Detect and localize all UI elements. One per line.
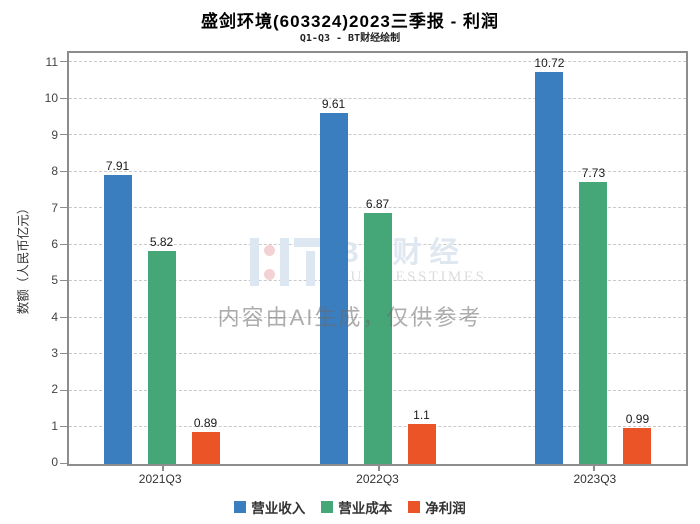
- x-axis-labels: 2021Q3 2022Q3 2023Q3: [67, 472, 688, 488]
- plot-area: BT财经 BUSINESSTIMES 7.91 5.82 0.89 9.61 6.87 1…: [60, 51, 688, 471]
- legend: 营业收入 营业成本 净利润: [0, 497, 700, 517]
- bar-value-label: 1.1: [413, 407, 430, 422]
- gridline: [69, 134, 686, 136]
- bt-logo-dot: [264, 268, 275, 280]
- bar-value-label: 5.82: [149, 235, 174, 250]
- y-tick-mark: [60, 134, 67, 136]
- y-tick-mark: [60, 243, 67, 245]
- bar-营业收入-2023Q3: 10.72: [534, 56, 564, 464]
- y-tick-mark: [60, 97, 67, 99]
- bar-营业成本-2023Q3: 7.73: [579, 166, 608, 464]
- y-tick-mark: [60, 170, 67, 172]
- x-tick-mark: [593, 466, 596, 471]
- bar-value-label: 7.91: [105, 159, 130, 174]
- x-tick-label: 2022Q3: [356, 472, 399, 486]
- bar-净利润-2022Q3: 1.1: [407, 408, 436, 464]
- y-tick-mark: [60, 316, 67, 318]
- legend-label-net-profit: 净利润: [425, 501, 466, 516]
- bar-value-label: 6.87: [365, 197, 390, 212]
- legend-swatch-net-profit: [408, 501, 421, 513]
- bar-value-label: 10.72: [534, 56, 565, 71]
- y-tick-label: 2: [51, 382, 58, 397]
- legend-label-revenue: 营业收入: [251, 501, 306, 516]
- bar-value-label: 7.73: [581, 165, 606, 180]
- bar-营业成本-2022Q3: 6.87: [363, 197, 392, 464]
- y-tick-label: 1: [51, 418, 58, 433]
- y-axis-ticks: 0 1 2 3 4 5 6 7 8 9 10 11: [0, 53, 58, 468]
- bt-logo-t: [294, 238, 328, 286]
- bar-营业收入-2022Q3: 9.61: [319, 97, 348, 464]
- legend-item-net-profit: 净利润: [408, 497, 466, 517]
- bar-净利润-2021Q3: 0.89: [191, 416, 220, 464]
- bt-logo-dots: [264, 238, 275, 286]
- bar-value-label: 0.99: [625, 411, 650, 426]
- bt-logo-dot: [264, 244, 275, 256]
- gridline: [69, 97, 686, 99]
- y-tick-mark: [60, 426, 67, 428]
- bar-value-label: 0.89: [193, 415, 218, 430]
- bt-logo-bar: [250, 238, 259, 286]
- y-tick-mark: [60, 389, 67, 391]
- bt-logo-bar: [280, 238, 289, 286]
- bar-group-2022Q3: 9.61 6.87 1.1: [319, 53, 436, 464]
- y-tick-mark: [60, 207, 67, 209]
- bar-group-2023Q3: 10.72 7.73 0.99: [534, 53, 652, 464]
- bar-group-2021Q3: 7.91 5.82 0.89: [103, 53, 220, 464]
- y-tick-label: 6: [51, 236, 58, 251]
- legend-item-cost: 营业成本: [321, 497, 392, 517]
- legend-swatch-cost: [321, 501, 334, 513]
- y-tick-label: 8: [51, 164, 58, 179]
- y-tick-mark: [60, 61, 67, 63]
- y-tick-label: 7: [51, 200, 58, 215]
- y-tick-label: 11: [45, 55, 58, 70]
- page-title: 盛剑环境(603324)2023三季报 - 利润: [201, 12, 499, 31]
- legend-item-revenue: 营业收入: [234, 497, 305, 517]
- y-tick-label: 9: [51, 127, 58, 142]
- page-subtitle: Q1-Q3 - BT财经绘制: [299, 33, 401, 44]
- y-tick-label: 10: [44, 91, 58, 106]
- bar-营业收入-2021Q3: 7.91: [103, 159, 132, 464]
- y-tick-label: 5: [51, 273, 58, 288]
- y-tick-label: 3: [51, 345, 58, 360]
- bar-value-label: 9.61: [321, 96, 346, 111]
- y-tick-label: 0: [51, 455, 58, 469]
- y-tick-mark: [60, 280, 67, 282]
- watermark-ai-notice: 内容由AI生成，仅供参考: [217, 305, 483, 330]
- x-tick-label: 2021Q3: [138, 472, 182, 486]
- x-tick-mark: [377, 466, 380, 471]
- y-tick-mark: [60, 353, 67, 355]
- watermark-logo: BT财经 BUSINESSTIMES: [250, 238, 486, 286]
- gridline: [69, 170, 686, 172]
- x-tick-mark: [161, 466, 164, 471]
- gridline: [69, 207, 686, 209]
- y-tick-label: 4: [51, 309, 58, 324]
- bt-logo-mark: [250, 238, 328, 286]
- legend-label-cost: 营业成本: [338, 501, 393, 516]
- watermark-bt-text: BT财经: [338, 237, 467, 269]
- gridline: [69, 61, 686, 63]
- y-tick-mark: [60, 463, 67, 464]
- legend-swatch-revenue: [234, 501, 247, 513]
- bar-营业成本-2021Q3: 5.82: [147, 235, 176, 464]
- bar-净利润-2023Q3: 0.99: [623, 412, 652, 464]
- x-tick-label: 2023Q3: [573, 472, 617, 486]
